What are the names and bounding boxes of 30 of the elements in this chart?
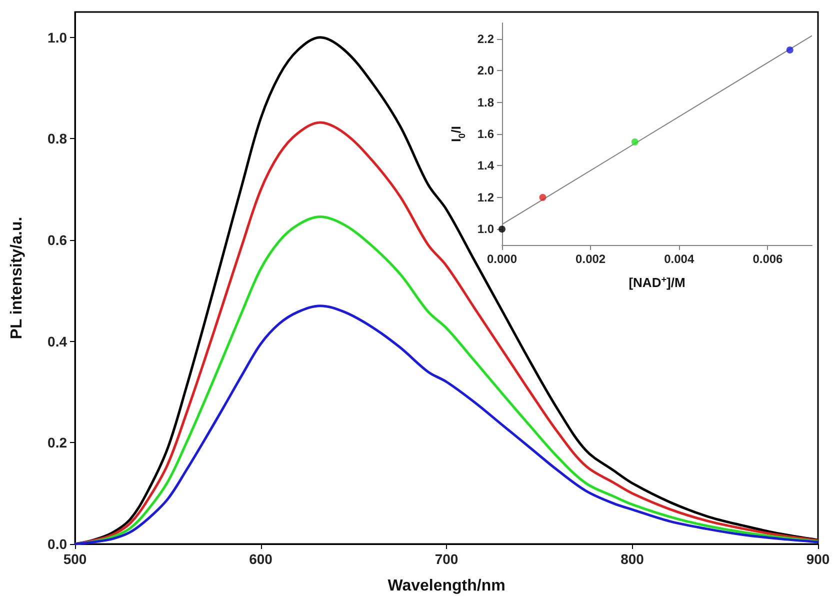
y-tick-label: 0.6 <box>48 232 68 248</box>
y-tick-label: 0.8 <box>48 130 68 147</box>
x-tick-label: 500 <box>63 551 87 567</box>
x-tick-label: 900 <box>806 551 830 567</box>
x-tick-label: 0.002 <box>576 252 606 266</box>
point <box>786 46 794 54</box>
y-tick-label: 0.4 <box>48 333 68 350</box>
x-tick-label: 0.004 <box>664 252 694 266</box>
x-axis-title: Wavelength/nm <box>388 578 506 594</box>
x-axis-title: [NAD+]/M <box>628 274 686 290</box>
x-tick-label: 0.000 <box>486 252 518 266</box>
y-tick-label: 1.4 <box>477 158 494 173</box>
y-tick-label: 1.0 <box>48 29 68 46</box>
point <box>539 194 546 201</box>
point <box>631 138 638 146</box>
x-tick-label: 0.006 <box>752 252 784 266</box>
y-tick-label: 2.2 <box>477 32 494 46</box>
y-tick-label: 1.8 <box>477 95 494 110</box>
y-axis-title: PL intensity/a.u. <box>8 216 26 340</box>
y-axis-title: I0/I <box>448 126 467 142</box>
x-tick-label: 700 <box>434 551 458 567</box>
y-tick-label: 0.0 <box>48 536 68 552</box>
x-tick-label: 600 <box>249 551 273 567</box>
point <box>498 226 506 233</box>
y-tick-label: 1.2 <box>477 190 494 204</box>
y-tick-label: 1.0 <box>477 222 494 236</box>
x-tick-label: 800 <box>620 551 644 567</box>
y-tick-label: 0.2 <box>48 434 68 451</box>
y-tick-label: 2.0 <box>477 64 494 78</box>
y-tick-label: 1.6 <box>477 127 494 141</box>
